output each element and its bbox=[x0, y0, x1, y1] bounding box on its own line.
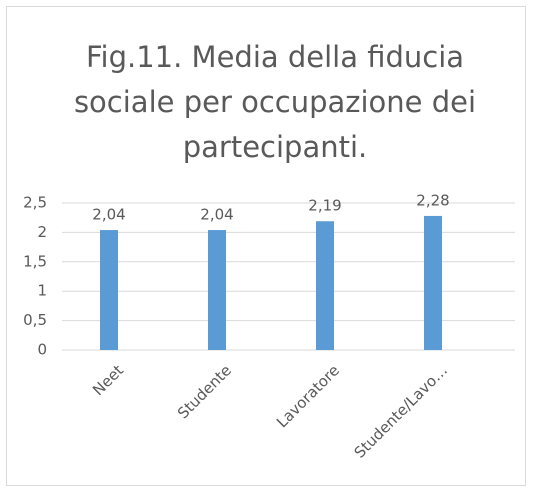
chart-frame bbox=[6, 6, 526, 486]
y-tick-label: 0,5 bbox=[23, 311, 47, 329]
bar bbox=[316, 221, 334, 350]
y-tick-label: 1,5 bbox=[23, 252, 47, 270]
y-tick-label: 0 bbox=[37, 341, 47, 359]
bar bbox=[424, 215, 442, 350]
y-tick-label: 2,5 bbox=[23, 194, 47, 212]
x-tick-label: Neet bbox=[89, 361, 127, 399]
x-tick-label: Studente bbox=[174, 361, 235, 422]
chart-title: Fig.11. Media della fiducia sociale per … bbox=[73, 40, 477, 164]
value-label: 2,28 bbox=[416, 191, 449, 209]
bar bbox=[208, 230, 226, 350]
value-label: 2,19 bbox=[308, 197, 341, 215]
value-label: 2,04 bbox=[92, 206, 125, 224]
y-tick-label: 2 bbox=[37, 223, 47, 241]
y-tick-label: 1 bbox=[37, 282, 47, 300]
value-label: 2,04 bbox=[200, 206, 233, 224]
bar bbox=[100, 230, 118, 350]
x-tick-label: Lavoratore bbox=[273, 361, 343, 431]
x-tick-label: Studente/Lavo… bbox=[351, 361, 451, 461]
